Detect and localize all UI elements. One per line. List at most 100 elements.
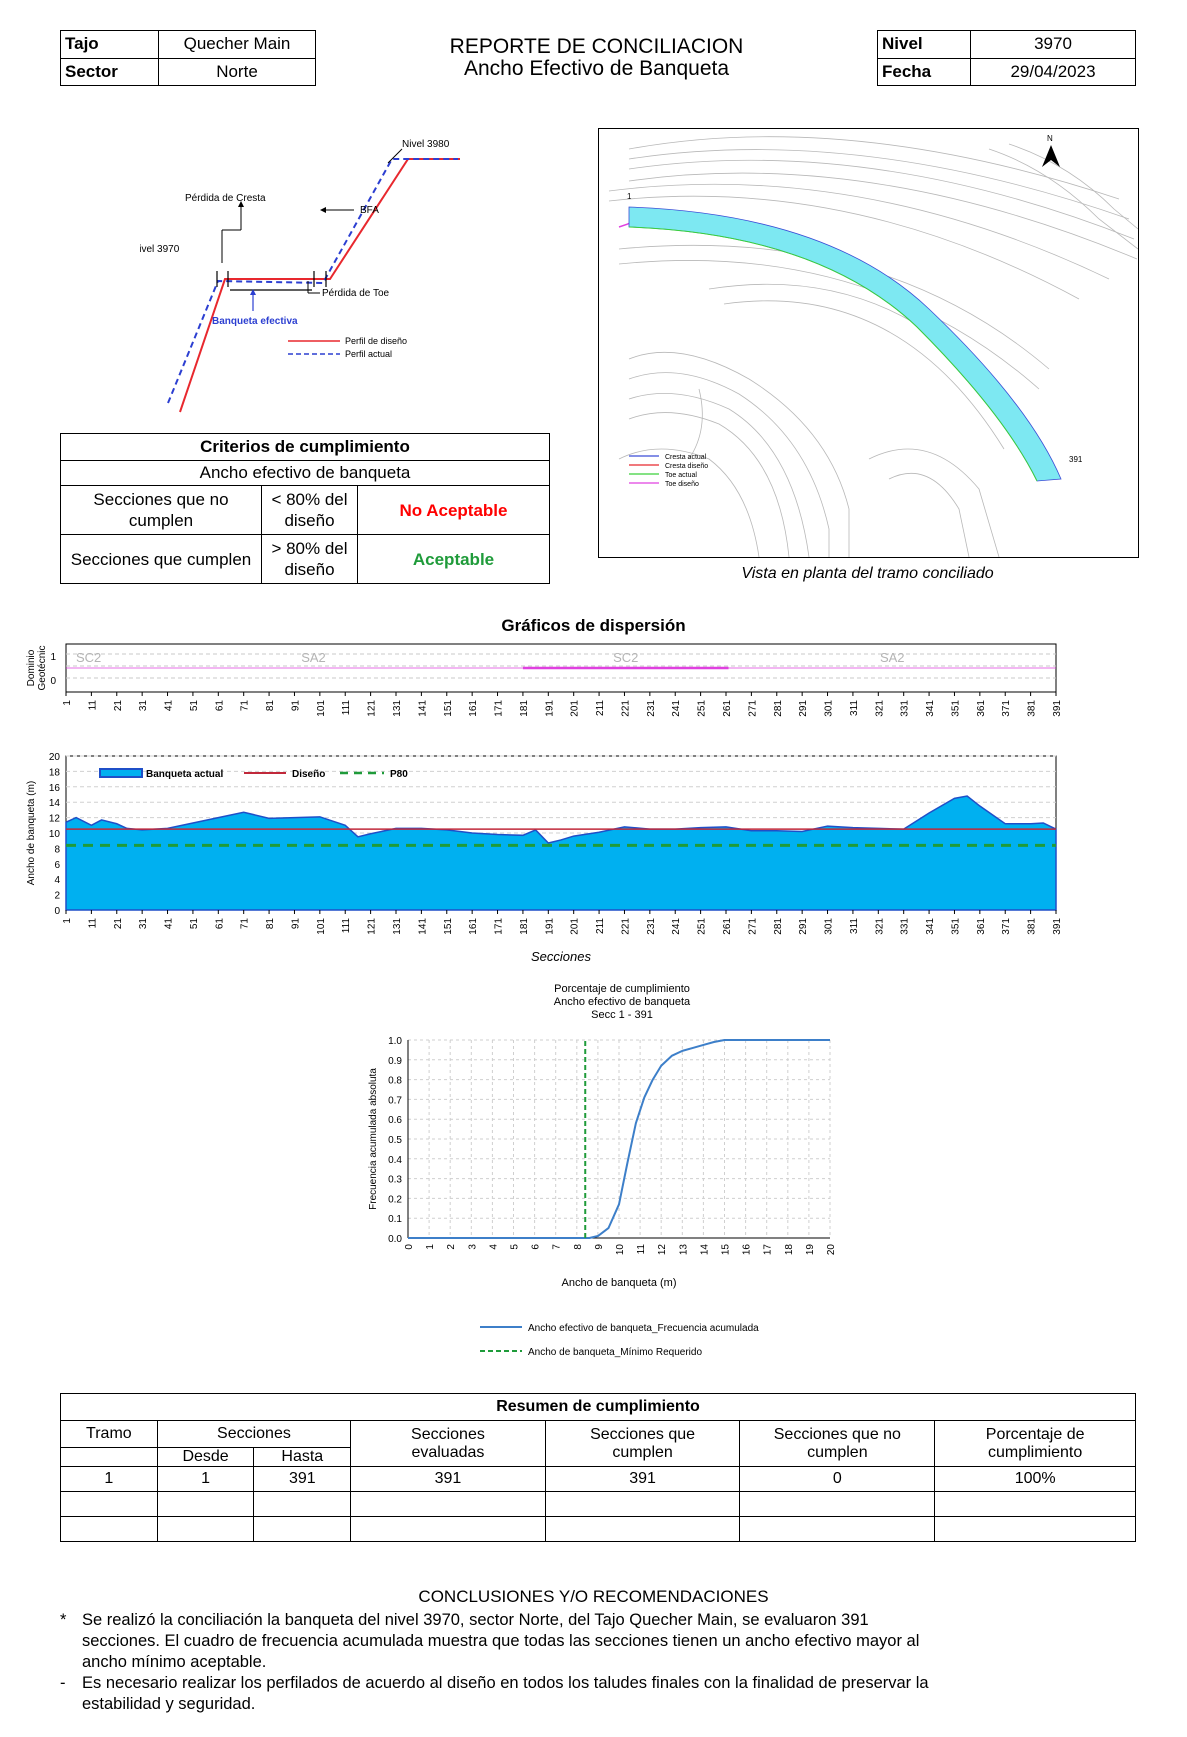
- bench-y-tick: 6: [54, 860, 60, 871]
- bench-x-tick: 261: [722, 918, 733, 935]
- cdf-x-tick: 20: [826, 1244, 837, 1256]
- label-nivel-3970: Nivel 3970: [140, 244, 180, 255]
- domain-x-tick: 281: [773, 700, 784, 717]
- col-secciones: Secciones: [156, 1420, 352, 1448]
- contour-lines: [608, 136, 1138, 557]
- col-hasta: Hasta: [253, 1447, 352, 1467]
- bench-x-tick: 51: [189, 918, 200, 930]
- bench-x-tick: 291: [798, 918, 809, 935]
- domain-x-tick: 51: [189, 700, 200, 712]
- bullet-1: *: [60, 1611, 67, 1629]
- legend-diseno: Diseño: [292, 769, 325, 780]
- bench-x-tick: 121: [367, 918, 378, 935]
- cdf-x-tick: 11: [636, 1244, 647, 1255]
- label-bfa: BFA: [360, 205, 379, 216]
- domain-segment-label: SC2: [76, 650, 101, 665]
- domain-segment-label: SA2: [301, 650, 326, 665]
- nivel-value: 3970: [970, 30, 1136, 59]
- map-canvas: 1 391 N Cresta actual Cresta diseño Toe …: [608, 134, 1138, 557]
- map-legend: Cresta actual Cresta diseño Toe actual T…: [629, 454, 708, 488]
- cdf-y-tick: 0.8: [388, 1076, 402, 1087]
- cdf-y-label: Frecuencia acumulada absoluta: [368, 1068, 379, 1210]
- row-hasta: 391: [253, 1466, 352, 1492]
- cdf-title-line: Porcentaje de cumplimiento: [554, 983, 690, 995]
- domain-x-tick: 171: [494, 700, 505, 717]
- map-legend-2: Cresta diseño: [665, 463, 708, 470]
- criteria-subtitle: Ancho efectivo de banqueta: [60, 460, 550, 486]
- domain-x-tick: 301: [824, 700, 835, 717]
- bench-x-tick: 41: [164, 918, 175, 930]
- series-frecuencia-acumulada: [408, 1039, 830, 1239]
- bench-x-tick: 81: [265, 918, 276, 930]
- bench-x-tick: 381: [1027, 918, 1038, 935]
- bench-x-tick: 331: [900, 918, 911, 935]
- bench-x-tick: 31: [138, 918, 149, 930]
- domain-x-tick: 341: [925, 700, 936, 717]
- bench-x-tick: 191: [544, 918, 555, 935]
- domain-x-tick: 201: [570, 700, 581, 717]
- row-evaluadas: 391: [350, 1466, 546, 1492]
- domain-x-tick: 331: [900, 700, 911, 717]
- conclusion-item-2: - Es necesario realizar los perfilados d…: [60, 1673, 1160, 1715]
- bench-width-chart: 0 2 4 6 8 10 12 14 16 18 20 Ancho de banqueta (m) Ba…: [26, 752, 1063, 964]
- domain-y-tick: 1: [50, 652, 56, 663]
- bench-x-tick: 351: [950, 918, 961, 935]
- label-perdida-cresta: Pérdida de Cresta: [185, 193, 266, 204]
- domain-x-tick: 241: [671, 700, 682, 717]
- bench-x-tick: 281: [773, 918, 784, 935]
- cdf-x-tick: 2: [446, 1244, 457, 1250]
- cdf-y-tick: 0.4: [388, 1155, 402, 1166]
- domain-x-tick: 111: [341, 700, 352, 716]
- conclusion-2-line-2: estabilidad y seguridad.: [82, 1695, 256, 1713]
- row-cumplen: 391: [544, 1466, 741, 1492]
- legend-perfil-actual: Perfil actual: [345, 349, 392, 359]
- north-arrow-icon: [1042, 145, 1060, 167]
- domain-y-label: Dominio: [26, 649, 37, 686]
- domain-x-tick: 271: [747, 700, 758, 717]
- conclusions-title: CONCLUSIONES Y/O RECOMENDACIONES: [418, 1587, 769, 1606]
- table-row: 1 1 391 391 391 0 100%: [60, 1466, 1136, 1492]
- bench-y-tick: 12: [49, 814, 61, 825]
- sector-label: Sector: [60, 57, 159, 86]
- bench-x-tick: 11: [87, 918, 98, 929]
- domain-x-tick: 61: [214, 700, 225, 712]
- conclusion-item-1: * Se realizó la conciliación la banqueta…: [60, 1610, 1160, 1673]
- domain-x-tick: 311: [849, 700, 860, 716]
- domain-segment-label: SC2: [613, 650, 638, 665]
- cdf-title-line: Ancho efectivo de banqueta: [554, 996, 691, 1008]
- cdf-x-tick: 0: [404, 1244, 415, 1250]
- bench-x-tick: 161: [468, 918, 479, 935]
- bench-y-tick: 16: [49, 783, 61, 794]
- conclusion-1-line-1: Se realizó la conciliación la banqueta d…: [82, 1611, 869, 1629]
- domain-x-tick: 291: [798, 700, 809, 717]
- conclusion-1-line-3: ancho mínimo aceptable.: [82, 1653, 267, 1671]
- domain-x-tick: 351: [950, 700, 961, 717]
- legend-swatch-actual: [99, 768, 143, 778]
- domain-x-tick: 231: [646, 700, 657, 717]
- bench-y-tick: 4: [54, 875, 60, 886]
- cdf-y-tick: 0.0: [388, 1234, 402, 1245]
- row-nocumplen: 0: [739, 1466, 936, 1492]
- col-tramo: Tramo: [60, 1420, 158, 1448]
- plan-view-map: 1 391 N Cresta actual Cresta diseño Toe …: [598, 128, 1139, 558]
- series-banqueta-actual: [65, 795, 1057, 911]
- col-porcentaje: Porcentaje de cumplimiento: [934, 1420, 1136, 1467]
- bench-x-tick: 211: [595, 918, 606, 934]
- cdf-x-tick: 14: [699, 1244, 710, 1256]
- domain-x-tick: 251: [697, 700, 708, 717]
- cdf-y-tick: 0.3: [388, 1175, 402, 1186]
- cdf-y-tick: 0.1: [388, 1214, 402, 1225]
- cdf-y-tick: 0.9: [388, 1056, 402, 1067]
- domain-x-tick: 31: [138, 700, 149, 712]
- cdf-x-tick: 8: [573, 1244, 584, 1250]
- domain-x-tick: 91: [290, 700, 301, 712]
- domain-x-tick: 211: [595, 700, 606, 716]
- bench-x-label: Secciones: [531, 949, 591, 964]
- bench-y-tick: 14: [49, 798, 61, 809]
- domain-x-tick: 21: [113, 700, 124, 712]
- cdf-x-tick: 18: [784, 1244, 795, 1256]
- north-label: N: [1047, 134, 1053, 143]
- domain-x-tick: 71: [240, 700, 251, 712]
- bench-y-tick: 10: [49, 829, 61, 840]
